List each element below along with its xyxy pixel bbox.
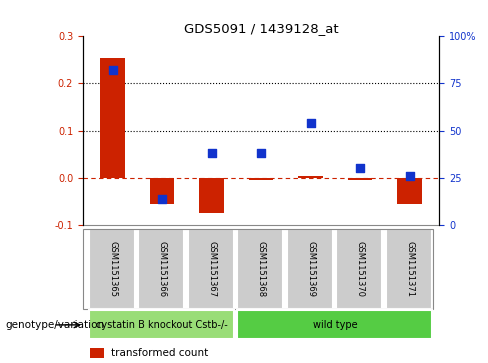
Bar bbox=[287, 229, 333, 309]
Bar bbox=[89, 229, 135, 309]
Text: wild type: wild type bbox=[313, 320, 358, 330]
Text: GSM1151365: GSM1151365 bbox=[108, 241, 117, 297]
Title: GDS5091 / 1439128_at: GDS5091 / 1439128_at bbox=[184, 22, 338, 35]
Text: GSM1151367: GSM1151367 bbox=[207, 241, 216, 297]
Point bbox=[306, 120, 314, 126]
Bar bbox=[298, 176, 323, 178]
Bar bbox=[139, 229, 184, 309]
Text: GSM1151370: GSM1151370 bbox=[356, 241, 365, 297]
Bar bbox=[89, 310, 234, 339]
Bar bbox=[90, 348, 104, 358]
Bar bbox=[237, 229, 284, 309]
Point bbox=[109, 68, 117, 73]
Point bbox=[208, 150, 216, 156]
Bar bbox=[150, 178, 175, 204]
Text: genotype/variation: genotype/variation bbox=[5, 320, 104, 330]
Text: cystatin B knockout Cstb-/-: cystatin B knockout Cstb-/- bbox=[96, 320, 228, 330]
Bar bbox=[347, 178, 372, 180]
Bar bbox=[336, 229, 382, 309]
Text: GSM1151368: GSM1151368 bbox=[257, 241, 265, 297]
Bar bbox=[188, 229, 234, 309]
Point bbox=[158, 196, 166, 201]
Bar bbox=[199, 178, 224, 213]
Point bbox=[257, 150, 265, 156]
Bar bbox=[237, 310, 432, 339]
Text: GSM1151371: GSM1151371 bbox=[405, 241, 414, 297]
Text: GSM1151366: GSM1151366 bbox=[158, 241, 166, 297]
Bar bbox=[397, 178, 422, 204]
Point bbox=[356, 166, 364, 171]
Bar bbox=[100, 57, 125, 178]
Text: GSM1151369: GSM1151369 bbox=[306, 241, 315, 297]
Point bbox=[406, 173, 413, 179]
Bar bbox=[249, 178, 273, 180]
Text: transformed count: transformed count bbox=[111, 348, 209, 358]
Bar bbox=[386, 229, 432, 309]
